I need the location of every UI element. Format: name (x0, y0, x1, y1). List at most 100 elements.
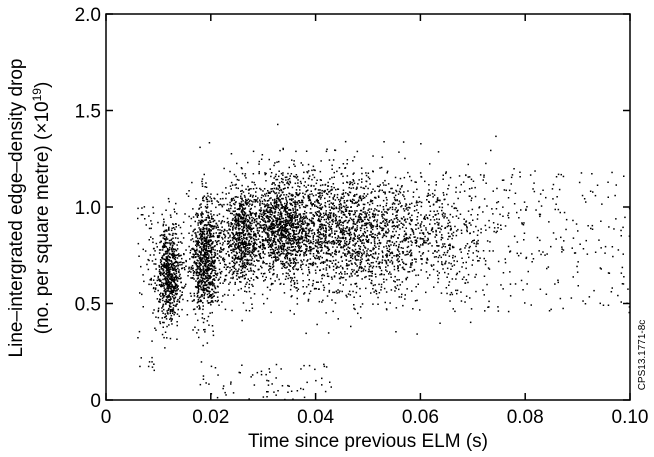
scatter-point (236, 246, 239, 249)
scatter-point (329, 226, 331, 229)
scatter-point (155, 268, 157, 270)
scatter-point (319, 170, 322, 173)
scatter-point (173, 227, 175, 229)
scatter-point (174, 269, 176, 271)
scatter-point (286, 214, 289, 216)
scatter-point (352, 250, 354, 252)
scatter-point (321, 241, 323, 243)
scatter-point (272, 241, 275, 244)
scatter-point (283, 207, 285, 209)
scatter-point (299, 224, 301, 226)
scatter-point (200, 288, 202, 291)
scatter-point (309, 229, 311, 232)
scatter-point (356, 235, 359, 237)
scatter-point (207, 239, 209, 241)
scatter-point (361, 235, 363, 237)
scatter-point (233, 250, 235, 252)
scatter-point (211, 262, 214, 264)
scatter-point (272, 182, 274, 184)
scatter-point (248, 280, 251, 282)
scatter-point (200, 276, 202, 279)
scatter-point (356, 205, 359, 207)
scatter-point (165, 282, 167, 284)
scatter-point (226, 266, 228, 268)
scatter-point (291, 204, 294, 207)
scatter-point (308, 177, 310, 180)
scatter-point (165, 282, 167, 285)
scatter-point (240, 203, 242, 205)
scatter-point (395, 230, 397, 233)
scatter-point (495, 208, 498, 210)
scatter-point (174, 297, 176, 300)
scatter-point (230, 269, 233, 271)
scatter-point (259, 255, 261, 258)
scatter-point (275, 241, 277, 244)
scatter-point (331, 230, 333, 232)
scatter-point (178, 297, 181, 300)
scatter-point (261, 248, 264, 250)
scatter-point (239, 204, 241, 206)
scatter-point (415, 224, 418, 226)
scatter-point (310, 222, 313, 224)
scatter-point (198, 262, 201, 264)
scatter-point (368, 238, 370, 241)
scatter-point (357, 240, 359, 243)
scatter-point (198, 207, 201, 210)
scatter-point (235, 248, 237, 250)
scatter-point (371, 267, 374, 269)
scatter-point (249, 211, 251, 213)
scatter-point (278, 227, 281, 229)
scatter-point (415, 286, 417, 288)
scatter-point (197, 243, 200, 245)
scatter-point (223, 203, 225, 206)
scatter-point (269, 262, 271, 265)
scatter-point (259, 226, 261, 229)
scatter-point (266, 240, 268, 242)
scatter-point (203, 246, 206, 248)
scatter-point (366, 236, 368, 238)
scatter-point (162, 285, 164, 287)
scatter-point (297, 250, 300, 252)
scatter-point (429, 233, 431, 235)
scatter-point (172, 268, 175, 271)
scatter-point (317, 189, 320, 191)
scatter-point (331, 176, 333, 179)
scatter-point (245, 309, 247, 312)
scatter-point (332, 218, 334, 221)
scatter-point (305, 216, 308, 218)
scatter-point (172, 248, 175, 250)
scatter-point (173, 241, 175, 244)
scatter-point (286, 220, 289, 222)
scatter-point (260, 272, 263, 275)
scatter-point (250, 270, 252, 272)
scatter-point (250, 188, 252, 190)
scatter-point (202, 213, 204, 215)
scatter-point (294, 246, 297, 248)
scatter-point (286, 266, 288, 268)
scatter-point (321, 224, 324, 226)
scatter-point (185, 259, 187, 262)
scatter-point (263, 188, 266, 190)
scatter-point (166, 247, 169, 250)
scatter-point (240, 220, 242, 223)
scatter-point (280, 248, 283, 251)
scatter-point (263, 273, 265, 275)
scatter-point (382, 191, 385, 193)
scatter-point (239, 257, 241, 260)
scatter-point (288, 214, 291, 216)
scatter-point (165, 296, 168, 298)
scatter-point (302, 272, 304, 275)
scatter-point (271, 228, 273, 230)
scatter-point (230, 181, 233, 184)
scatter-point (312, 174, 314, 176)
scatter-point (188, 267, 190, 270)
scatter-point (204, 268, 206, 271)
scatter-point (328, 289, 331, 292)
scatter-point (441, 261, 443, 263)
scatter-point (234, 207, 236, 209)
scatter-point (252, 188, 255, 190)
scatter-point (269, 244, 272, 246)
scatter-point (325, 229, 327, 232)
scatter-point (264, 272, 266, 275)
